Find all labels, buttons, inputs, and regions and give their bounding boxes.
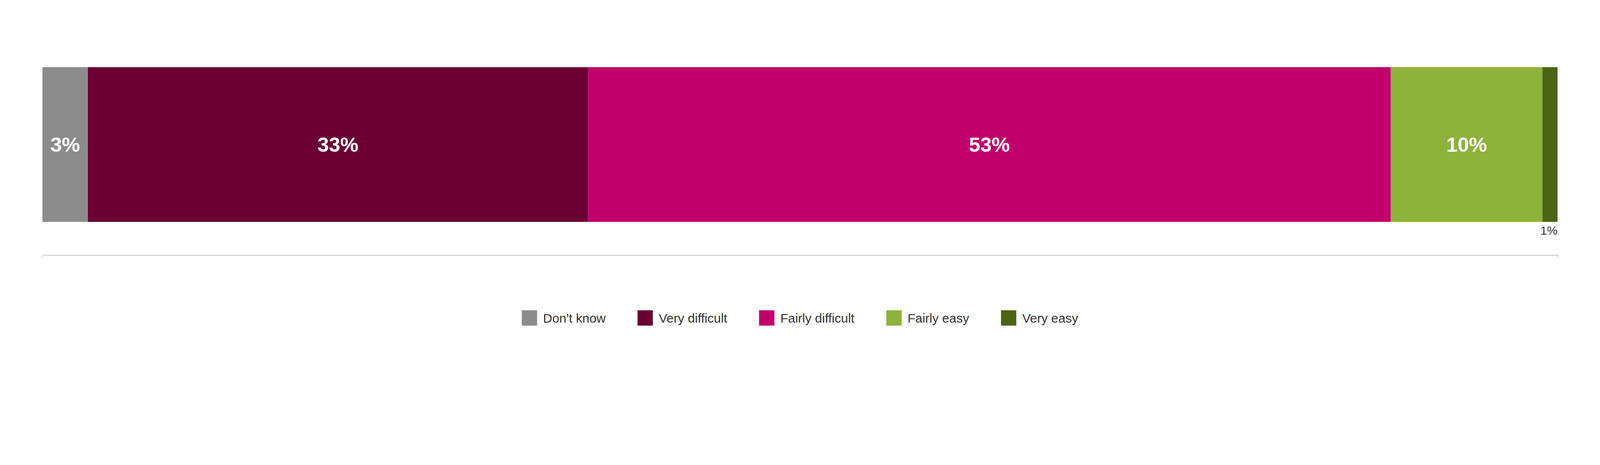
data-label: 1%	[1540, 223, 1558, 238]
bars	[42, 67, 1558, 222]
legend-swatch	[759, 310, 775, 326]
legend-label: Very easy	[1022, 310, 1079, 325]
bar-segment	[87, 67, 588, 222]
legend-swatch	[1001, 310, 1017, 326]
bar-segment	[587, 67, 1392, 222]
bar-segment	[1391, 67, 1543, 222]
legend-label: Fairly difficult	[780, 310, 855, 325]
bar-segment	[1542, 67, 1558, 222]
bar-segment	[42, 67, 88, 222]
legend-swatch	[522, 310, 538, 326]
legend-item: Very difficult	[637, 310, 728, 326]
data-label: 3%	[50, 133, 80, 156]
legend-item: Fairly easy	[886, 310, 970, 326]
data-labels: 3% 33% 53% 10% 1%	[50, 133, 1558, 238]
legend-label: Don't know	[543, 310, 607, 325]
legend-item: Fairly difficult	[759, 310, 855, 326]
data-label: 33%	[317, 133, 359, 156]
legend: Don't know Very difficult Fairly difficult…	[522, 310, 1079, 326]
legend-label: Fairly easy	[907, 310, 970, 325]
legend-swatch	[637, 310, 653, 326]
legend-swatch	[886, 310, 902, 326]
legend-item: Don't know	[522, 310, 607, 326]
legend-label: Very difficult	[658, 310, 728, 325]
legend-item: Very easy	[1001, 310, 1079, 326]
data-label: 10%	[1446, 133, 1488, 156]
data-label: 53%	[968, 133, 1010, 156]
x-axis-line	[42, 255, 1558, 258]
x-axis	[42, 255, 1558, 258]
chart: 3% 33% 53% 10% 1% Don't know Very difficult Fai…	[0, 0, 1600, 465]
